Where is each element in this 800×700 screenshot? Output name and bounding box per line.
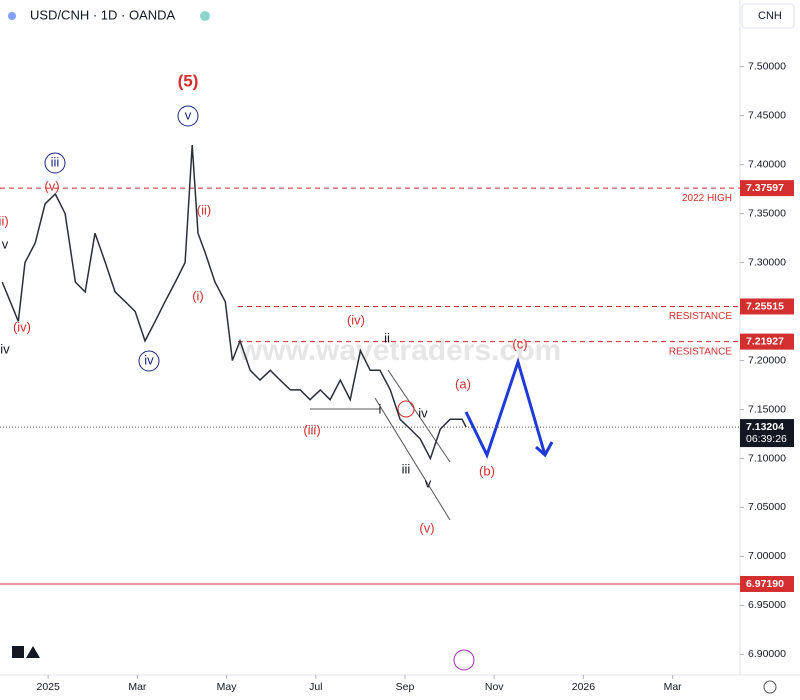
x-tick-label: Mar: [664, 681, 683, 693]
wave-circle: [177, 105, 199, 127]
level-label: 7.21927: [746, 335, 784, 347]
projection: [464, 356, 547, 459]
settings-icon[interactable]: [763, 680, 777, 694]
wave-label: (iv): [13, 319, 31, 334]
level-label-bg: [740, 180, 794, 197]
countdown: 06:39:26: [746, 433, 787, 445]
x-tick-label: Mar: [128, 681, 147, 693]
wave-label: (b): [479, 463, 495, 478]
x-tick-label: 2026: [572, 681, 596, 693]
currency-button-bg[interactable]: [741, 3, 795, 29]
wave-label: (5): [178, 71, 199, 90]
wave-circle: [44, 152, 66, 174]
wave-label: (iii): [0, 213, 9, 228]
wave-label: iv: [144, 352, 154, 367]
wave-label: (v): [419, 520, 434, 535]
x-tick-label: May: [217, 681, 238, 693]
level-label: 7.37597: [746, 182, 784, 194]
wave-label: iii: [51, 154, 60, 169]
y-tick-label: 6.90000: [748, 648, 786, 660]
wave-label: (a): [455, 376, 471, 391]
level-note: 2022 HIGH: [682, 193, 732, 204]
y-tick-label: 7.15000: [748, 403, 786, 415]
wave-label: ii: [384, 330, 390, 345]
x-tick-label: Jul: [309, 681, 322, 693]
level-label: 6.97190: [746, 578, 784, 590]
last-price-label: 7.13204: [746, 421, 784, 433]
status-dot: [200, 11, 210, 21]
wave-label: (i): [192, 288, 204, 303]
last-price-bg: [740, 419, 794, 448]
wave-label: iv: [0, 341, 10, 356]
wave-label: iii: [402, 461, 411, 476]
wave-label: iv: [418, 405, 428, 420]
wave-label: (ii): [197, 202, 211, 217]
chart-title: USD/CNH · 1D · OANDA: [30, 7, 176, 22]
y-tick-label: 7.20000: [748, 354, 786, 366]
x-tick-label: Nov: [485, 681, 504, 693]
level-label-bg: [740, 575, 794, 592]
wave-label: i: [379, 401, 382, 416]
price-line: [1, 144, 467, 461]
marker-circle: [397, 400, 415, 418]
projection-arrow: [535, 441, 554, 458]
y-tick-label: 7.50000: [748, 60, 786, 72]
y-tick-label: 7.00000: [748, 550, 786, 562]
wave-label: (iv): [347, 312, 365, 327]
level-note: RESISTANCE: [669, 311, 732, 322]
wave-label: v: [425, 475, 432, 490]
tv-logo: [12, 646, 40, 658]
wave-label: v: [2, 236, 9, 251]
level-note: RESISTANCE: [669, 346, 732, 357]
currency-button[interactable]: CNH: [758, 10, 782, 22]
wave-label: (iii): [303, 422, 320, 437]
wave-label: (c): [512, 336, 527, 351]
level-label-bg: [740, 333, 794, 350]
level-label-bg: [740, 298, 794, 315]
y-tick-label: 7.40000: [748, 158, 786, 170]
wave-circle: [138, 350, 160, 372]
x-tick-label: Sep: [396, 681, 415, 693]
level-label: 7.25515: [746, 300, 784, 312]
wave-label: (v): [44, 178, 59, 193]
channel: [310, 369, 451, 521]
y-tick-label: 7.45000: [748, 109, 786, 121]
event-icon[interactable]: [453, 649, 475, 671]
y-tick-label: 7.35000: [748, 207, 786, 219]
y-tick-label: 7.10000: [748, 452, 786, 464]
x-tick-label: 2025: [36, 681, 60, 693]
symbol-icon: [8, 12, 16, 20]
watermark: www.wavetraders.com: [238, 334, 561, 367]
y-tick-label: 7.30000: [748, 256, 786, 268]
y-tick-label: 7.05000: [748, 501, 786, 513]
wave-label: v: [185, 107, 192, 122]
y-tick-label: 6.95000: [748, 599, 786, 611]
